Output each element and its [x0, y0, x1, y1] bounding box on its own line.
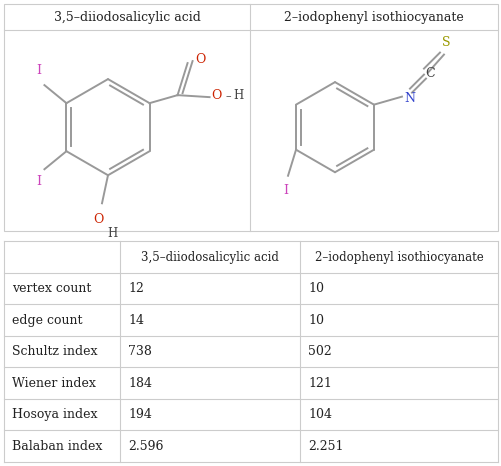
Text: 104: 104: [308, 408, 331, 421]
Text: 12: 12: [128, 282, 144, 295]
Text: S: S: [441, 35, 449, 48]
Text: –: –: [225, 91, 231, 101]
Text: I: I: [36, 175, 41, 188]
Text: 738: 738: [128, 345, 152, 358]
Text: 194: 194: [128, 408, 152, 421]
Text: 14: 14: [128, 314, 144, 327]
Text: Schultz index: Schultz index: [12, 345, 97, 358]
Text: C: C: [424, 67, 434, 80]
Text: O: O: [211, 89, 221, 102]
Text: H: H: [107, 227, 117, 240]
Text: H: H: [233, 89, 243, 102]
Text: 10: 10: [308, 314, 323, 327]
Text: 3,5–diiodosalicylic acid: 3,5–diiodosalicylic acid: [141, 251, 279, 264]
Text: vertex count: vertex count: [12, 282, 91, 295]
Text: 2–iodophenyl isothiocyanate: 2–iodophenyl isothiocyanate: [314, 251, 482, 264]
Text: Balaban index: Balaban index: [12, 440, 102, 453]
Text: 2–iodophenyl isothiocyanate: 2–iodophenyl isothiocyanate: [284, 11, 463, 23]
Text: N: N: [403, 92, 414, 105]
Text: Wiener index: Wiener index: [12, 377, 96, 390]
Text: O: O: [93, 213, 103, 226]
Text: 10: 10: [308, 282, 323, 295]
Text: 2.596: 2.596: [128, 440, 163, 453]
Text: 121: 121: [308, 377, 331, 390]
Text: O: O: [195, 53, 205, 66]
Text: Hosoya index: Hosoya index: [12, 408, 97, 421]
Text: 502: 502: [308, 345, 331, 358]
Text: 3,5–diiodosalicylic acid: 3,5–diiodosalicylic acid: [54, 11, 200, 23]
Text: I: I: [283, 184, 288, 197]
Text: 184: 184: [128, 377, 152, 390]
Text: edge count: edge count: [12, 314, 82, 327]
Text: 2.251: 2.251: [308, 440, 343, 453]
Text: I: I: [36, 64, 41, 77]
